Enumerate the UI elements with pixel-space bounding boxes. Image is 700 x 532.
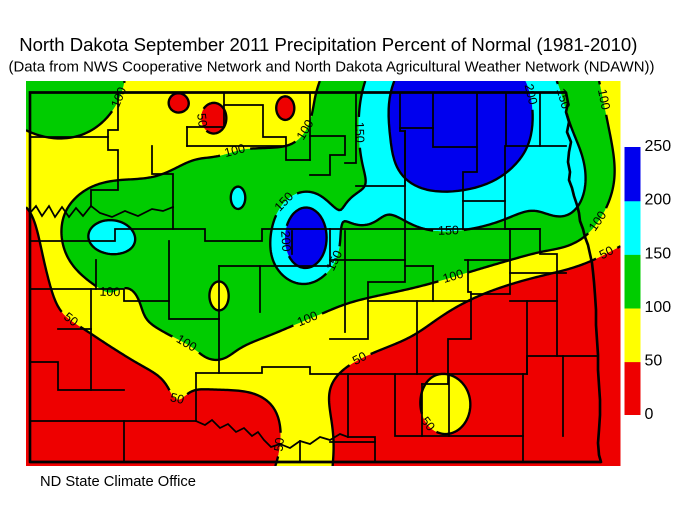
svg-text:100: 100 <box>99 285 120 300</box>
svg-text:100: 100 <box>595 88 613 111</box>
svg-text:150: 150 <box>554 87 573 111</box>
svg-text:200: 200 <box>522 83 541 107</box>
svg-text:50: 50 <box>645 353 663 370</box>
svg-text:North Dakota September 2011 Pr: North Dakota September 2011 Precipitatio… <box>19 34 637 55</box>
svg-text:50: 50 <box>194 112 210 128</box>
svg-text:ND State Climate Office: ND State Climate Office <box>40 474 196 490</box>
svg-text:50: 50 <box>597 243 616 262</box>
svg-text:50: 50 <box>418 414 438 434</box>
svg-text:200: 200 <box>278 230 293 252</box>
svg-text:50: 50 <box>61 310 81 330</box>
svg-text:100: 100 <box>441 267 465 286</box>
svg-text:150: 150 <box>352 122 367 143</box>
svg-text:50: 50 <box>272 437 287 452</box>
svg-text:0: 0 <box>645 406 654 423</box>
svg-text:250: 250 <box>645 138 672 155</box>
svg-text:50: 50 <box>350 349 369 368</box>
svg-text:200: 200 <box>645 192 672 209</box>
svg-text:150: 150 <box>438 223 459 238</box>
svg-text:100: 100 <box>645 299 672 316</box>
svg-text:150: 150 <box>645 245 672 262</box>
svg-text:100: 100 <box>223 141 247 160</box>
svg-text:50: 50 <box>169 390 186 407</box>
svg-text:(Data from NWS Cooperative Net: (Data from NWS Cooperative Network and N… <box>9 59 655 76</box>
